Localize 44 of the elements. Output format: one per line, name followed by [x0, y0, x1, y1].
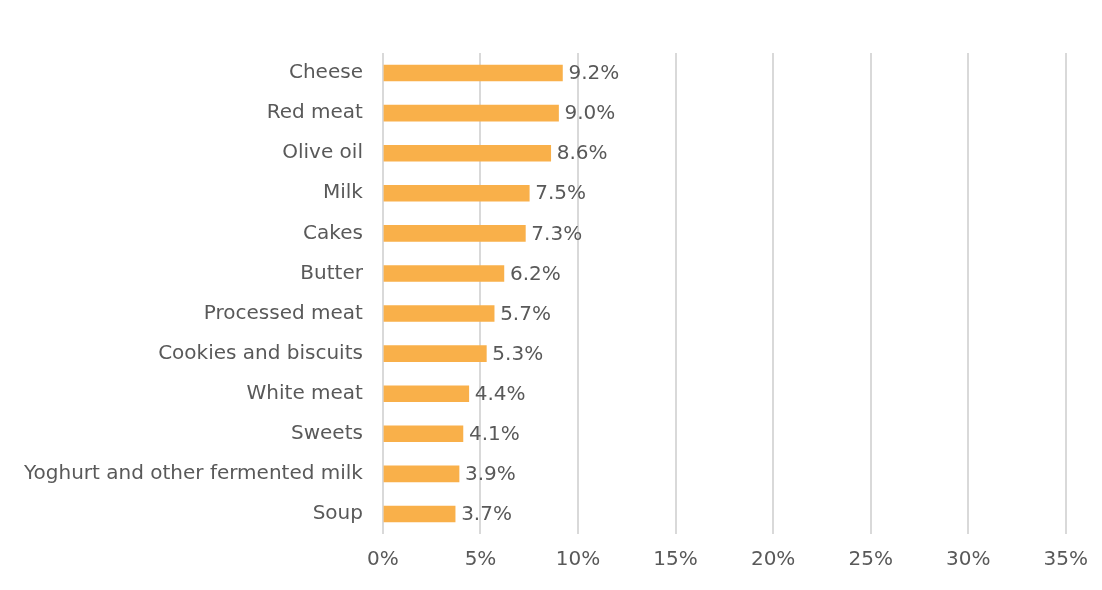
y-tick-label: White meat	[246, 379, 364, 404]
data-label: 9.0%	[564, 100, 616, 125]
bar	[383, 345, 487, 362]
y-tick-label: Cheese	[288, 59, 363, 84]
data-label: 6.2%	[509, 260, 561, 285]
data-label: 4.1%	[468, 420, 520, 445]
bar	[383, 305, 495, 322]
bar	[383, 64, 563, 82]
data-label: 7.3%	[531, 220, 583, 245]
bar	[383, 385, 470, 403]
data-label: 3.9%	[465, 461, 516, 486]
bar	[383, 225, 526, 242]
data-label: 3.7%	[461, 501, 512, 526]
bar	[383, 184, 530, 202]
x-tick-label: 20%	[750, 546, 796, 571]
data-label: 7.5%	[535, 180, 587, 205]
x-tick-label: 15%	[653, 546, 698, 571]
x-tick-label: 10%	[555, 546, 601, 571]
x-tick-label: 35%	[1043, 546, 1088, 571]
data-label: 8.6%	[556, 140, 608, 165]
y-tick-label: Milk	[322, 179, 364, 204]
x-tick-label: 0%	[367, 546, 399, 571]
x-tick-label: 25%	[848, 546, 893, 571]
data-label: 5.3%	[492, 340, 544, 365]
x-tick-label: 5%	[464, 546, 497, 571]
bar	[383, 144, 552, 162]
x-tick-label: 30%	[946, 546, 991, 571]
bar	[383, 265, 505, 282]
y-tick-label: Cookies and biscuits	[158, 339, 363, 364]
y-tick-label: Butter	[300, 259, 364, 284]
y-tick-label: Soup	[312, 500, 363, 525]
y-tick-label: Red meat	[266, 99, 364, 124]
data-label: 5.7%	[500, 300, 551, 325]
y-tick-label: Processed meat	[203, 299, 364, 324]
bar	[383, 505, 456, 523]
y-tick-label: Yoghurt and other fermented milk	[22, 460, 364, 485]
bar	[383, 465, 460, 483]
data-label: 4.4%	[474, 380, 526, 405]
data-label: 9.2%	[568, 60, 620, 85]
y-tick-label: Sweets	[291, 419, 363, 444]
y-tick-label: Cakes	[303, 219, 363, 244]
bar	[383, 425, 464, 443]
bar	[383, 104, 559, 122]
y-tick-label: Olive oil	[282, 139, 363, 164]
